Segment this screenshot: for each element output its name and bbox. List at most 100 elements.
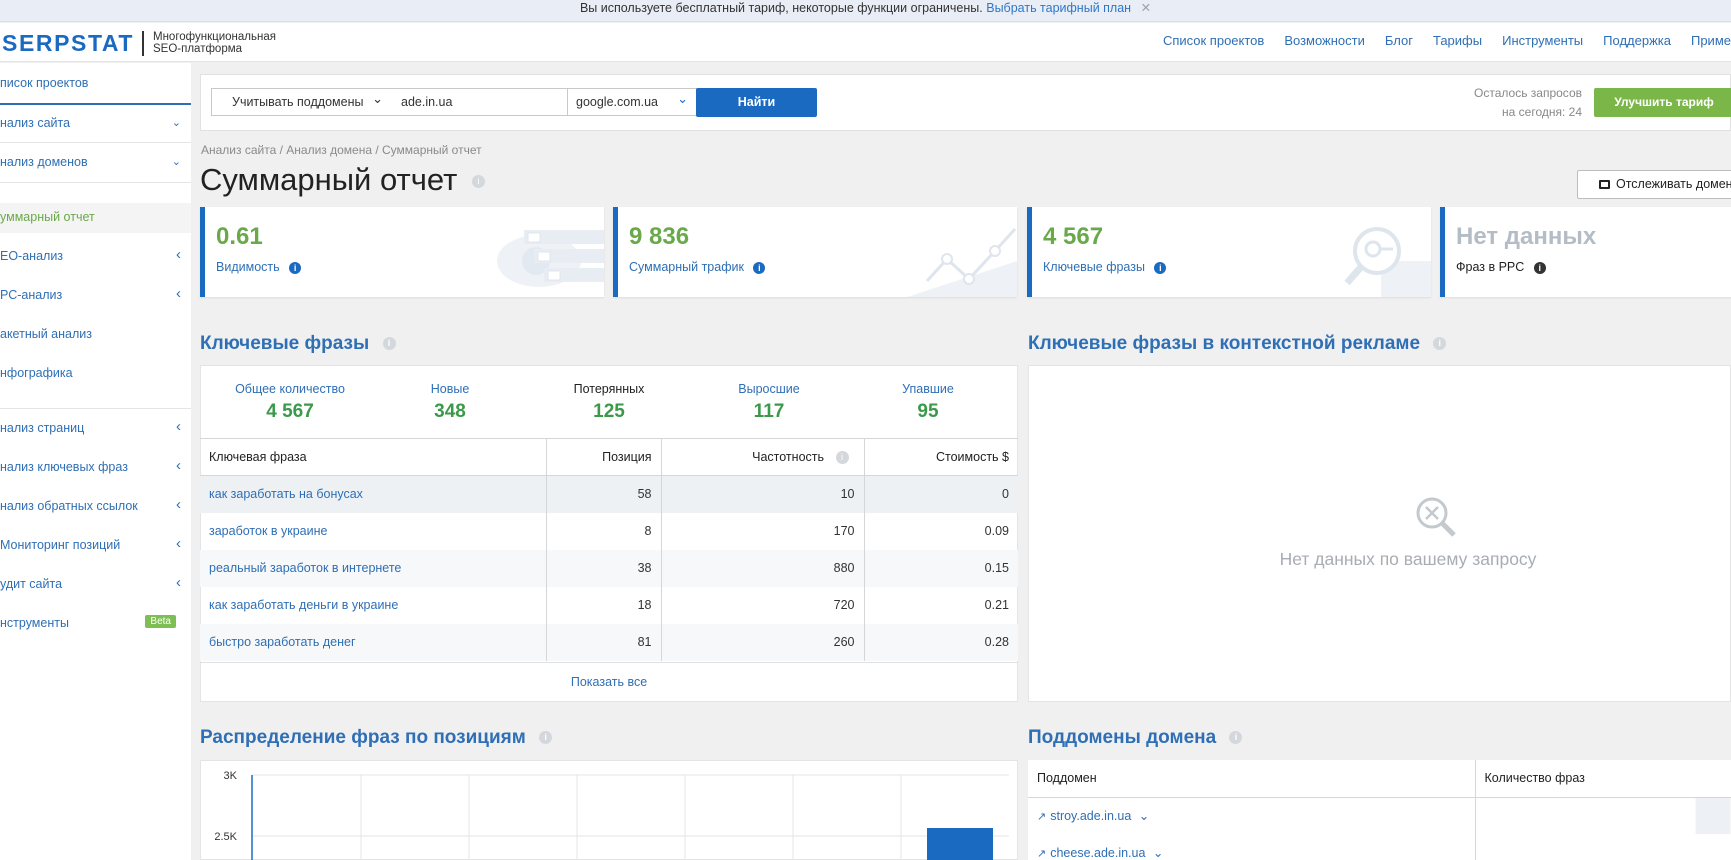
logo[interactable]: SERPSTAT [2, 30, 135, 56]
sidebar-item-monitoring[interactable]: Мониторинг позиций ‹ [0, 535, 191, 552]
frequency-cell: 880 [660, 549, 864, 587]
sidebar-item-label: нализ обратных ссылок [0, 499, 138, 513]
info-icon[interactable]: i [835, 451, 849, 465]
ppc-label: Фраз в PPC i [1456, 260, 1546, 274]
info-icon[interactable]: i [1533, 261, 1546, 274]
info-icon[interactable]: i [1229, 731, 1243, 745]
domain-input[interactable]: ade.in.ua [391, 88, 568, 116]
sidebar-item-infographics[interactable]: нфографика [0, 366, 73, 380]
col-cost[interactable]: Стоимость $ [863, 438, 1018, 476]
keywords-label-text: Ключевые фразы [1043, 260, 1145, 274]
nav-support[interactable]: Поддержка [1603, 33, 1671, 48]
sidebar-item-pages[interactable]: нализ страниц ‹ [0, 418, 191, 435]
tagline-line-1: Многофункциональная [153, 31, 276, 43]
nav-blog[interactable]: Блог [1384, 33, 1413, 48]
subdomain-cell[interactable]: ↗ cheese.ade.in.ua ⌄ [1028, 834, 1475, 860]
visibility-card: 0.61 Видимость i [200, 207, 604, 297]
info-icon[interactable]: i [1433, 337, 1447, 351]
choose-plan-link[interactable]: Выбрать тарифный план [986, 1, 1132, 15]
cost-cell: 0.15 [863, 549, 1018, 587]
col-position[interactable]: Позиция [545, 438, 661, 476]
stat-total-label[interactable]: Общее количество [235, 382, 345, 396]
col-keyword[interactable]: Ключевая фраза [200, 438, 546, 476]
find-button[interactable]: Найти [696, 88, 817, 117]
tagline: Многофункциональная SEO-платформа [153, 31, 276, 55]
nav-features[interactable]: Возможности [1284, 33, 1365, 48]
info-icon[interactable]: i [289, 261, 302, 274]
info-icon[interactable]: i [382, 337, 396, 351]
nav-tools[interactable]: Инструменты [1502, 33, 1584, 48]
col-frequency[interactable]: Частотность i [660, 438, 864, 476]
sidebar-item-keywords[interactable]: нализ ключевых фраз ‹ [0, 457, 191, 474]
sidebar-item-label: удит сайта [0, 577, 63, 591]
chart-bar[interactable] [927, 828, 993, 860]
external-link-icon[interactable]: ↗ [1037, 848, 1047, 860]
stat-new-label[interactable]: Новые [430, 382, 470, 396]
distribution-chart: 3K 2.5K [200, 760, 1018, 860]
keyword-cell[interactable]: как заработать на бонусах [200, 475, 546, 513]
keyword-cell[interactable]: реальный заработок в интернете [200, 549, 546, 587]
upgrade-button[interactable]: Улучшить тариф [1594, 88, 1731, 117]
keyword-cell[interactable]: как заработать деньги в украине [209, 598, 399, 612]
info-icon[interactable]: i [753, 261, 766, 274]
table-row: заработок в украине 8 170 0.09 [200, 512, 1018, 550]
table-row: реальный заработок в интернете 38 880 0.… [200, 549, 1018, 587]
chevron-down-icon[interactable]: ⌄ [1152, 846, 1164, 860]
chevron-left-icon: ‹ [176, 574, 181, 591]
stat-rising-label[interactable]: Выросшие [738, 382, 800, 396]
page-title-text: Суммарный отчет [200, 162, 458, 197]
sidebar-item-label: нализ ключевых фраз [0, 460, 128, 474]
sidebar-item-projects[interactable]: писок проектов [0, 76, 89, 90]
sidebar-item-label: Мониторинг позиций [0, 538, 121, 552]
track-domain-button[interactable]: Отслеживать домен [1577, 170, 1731, 199]
subdomain-name[interactable]: cheese.ade.in.ua [1050, 846, 1146, 860]
external-link-icon[interactable]: ↗ [1037, 811, 1047, 824]
breadcrumb[interactable]: Анализ сайта / Анализ домена / Суммарный… [201, 143, 482, 157]
top-header [0, 23, 1731, 62]
keyword-cell[interactable]: заработок в украине [209, 524, 328, 538]
subdomain-cell[interactable]: ↗ stroy.ade.in.ua ⌄ [1028, 797, 1475, 834]
sidebar-item-backlinks[interactable]: нализ обратных ссылок ‹ [0, 496, 191, 513]
distribution-section-title: Распределение фраз по позициям i [200, 727, 553, 749]
sidebar-item-domain-analysis[interactable]: нализ доменов ⌄ [0, 155, 191, 169]
ppc-value: Нет данных [1456, 223, 1597, 250]
nav-projects[interactable]: Список проектов [1162, 33, 1265, 48]
info-icon[interactable]: i [539, 731, 553, 745]
frequency-cell: 170 [660, 512, 864, 550]
sidebar: писок проектов нализ сайта ⌄ нализ домено… [0, 63, 191, 860]
sidebar-item-label: нализ доменов [0, 155, 88, 169]
nav-pricing[interactable]: Тарифы [1432, 33, 1483, 48]
subdomains-select[interactable]: Учитывать поддомены ⌄ [211, 88, 392, 116]
chevron-down-icon: ⌄ [171, 117, 181, 129]
stat-total-value: 4 567 [266, 401, 314, 422]
nav-examples[interactable]: Приме [1690, 33, 1731, 48]
search-engine-select[interactable]: google.com.ua ⌄ [567, 88, 697, 116]
col-subdomain[interactable]: Поддомен [1028, 760, 1475, 798]
col-phrase-count[interactable]: Количество фраз [1474, 760, 1731, 798]
sidebar-item-site-analysis[interactable]: нализ сайта ⌄ [0, 116, 191, 130]
subdomains-section-title: Поддомены домена i [1028, 727, 1243, 749]
subdomain-name[interactable]: stroy.ade.in.ua [1050, 809, 1132, 824]
ppc-section-title: Ключевые фразы в контекстной рекламе i [1028, 333, 1447, 355]
no-data-search-icon [1416, 497, 1456, 537]
chevron-left-icon: ‹ [176, 285, 181, 302]
sidebar-item-seo[interactable]: ЕО-анализ ‹ [0, 246, 191, 263]
sidebar-item-label: ЕО-анализ [0, 249, 64, 263]
info-icon[interactable]: i [471, 175, 485, 189]
sidebar-item-ppc[interactable]: РС-анализ ‹ [0, 285, 191, 302]
sidebar-item-tools[interactable]: нструменты Beta [0, 615, 191, 630]
info-icon[interactable]: i [1154, 261, 1167, 274]
tagline-line-2: SEO-платформа [153, 43, 243, 55]
keyword-cell[interactable]: быстро заработать денег [200, 623, 546, 661]
sidebar-item-batch[interactable]: акетный анализ [0, 327, 92, 341]
sidebar-item-audit[interactable]: удит сайта ‹ [0, 574, 191, 591]
close-icon[interactable]: ✕ [1140, 1, 1152, 15]
distribution-chart-svg: 3K 2.5K [214, 770, 1009, 860]
ppc-label-text: Фраз в PPC [1456, 260, 1525, 274]
cost-cell: 0.28 [863, 623, 1018, 661]
sidebar-item-summary[interactable]: уммарный отчет [0, 210, 95, 224]
stat-new-value: 348 [434, 401, 466, 422]
show-all-link[interactable]: Показать все [200, 662, 1018, 702]
stat-falling-label[interactable]: Упавшие [902, 382, 954, 396]
chevron-down-icon[interactable]: ⌄ [1138, 809, 1150, 824]
